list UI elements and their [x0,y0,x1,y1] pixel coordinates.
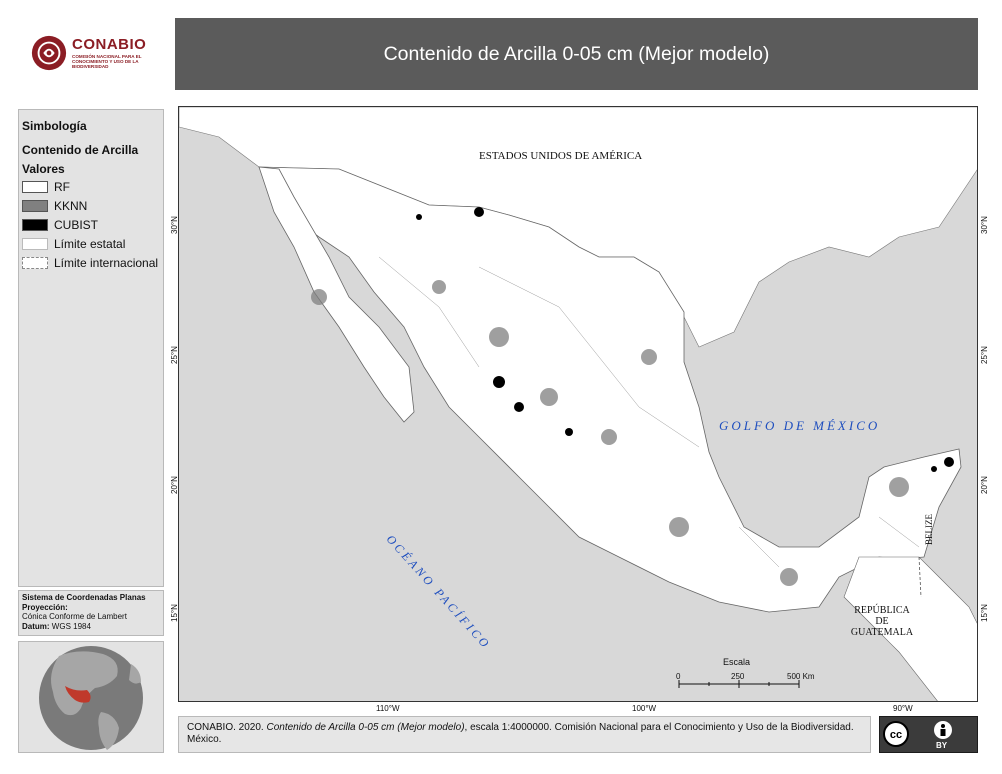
legend-panel: Simbología Contenido de Arcilla Valores … [18,109,164,587]
tick-left: 25°N [170,346,179,364]
guatemala-line-3: GUATEMALA [850,627,914,638]
guatemala-label: REPÚBLICA DE GUATEMALA [847,605,917,638]
legend-item-state-boundary: Límite estatal [22,236,125,252]
legend-item-rf: RF [22,179,70,195]
projection-value: Cónica Conforme de Lambert [22,612,127,621]
gulf-label: GOLFO DE MÉXICO [719,418,881,433]
cc-by-label: BY [936,741,948,750]
datum-value: WGS 1984 [51,621,91,631]
kknn-swatch [22,200,48,212]
rf-swatch [22,181,48,193]
conabio-emblem-icon [31,35,67,71]
cubist-areas [416,207,954,472]
map-frame: 120°W 110°W 100°W 90°W ESTADOS UNIDOS DE… [178,106,978,702]
logo-subtitle: COMISIÓN NACIONAL PARA EL CONOCIMIENTO Y… [72,54,142,70]
legend-item-cubist: CUBIST [22,217,98,233]
conabio-logo: CONABIO COMISIÓN NACIONAL PARA EL CONOCI… [18,18,166,90]
belize-border [918,556,922,598]
credit-title: Contenido de Arcilla 0-05 cm (Mejor mode… [266,722,465,733]
tick-bottom: 100°W [632,704,657,713]
tick-right: 30°N [980,216,989,234]
cubist-swatch [22,219,48,231]
svg-text:cc: cc [890,729,902,741]
legend-item-label: KKNN [54,199,88,213]
scale-bar [678,680,800,688]
credit-line-2: México. [187,734,222,745]
tick-left: 30°N [170,216,179,234]
scale-tick: 250 [731,672,745,681]
tick-right: 25°N [980,346,989,364]
map-title: Contenido de Arcilla 0-05 cm (Mejor mode… [383,43,770,65]
kknn-areas [311,280,909,586]
scale-title: Escala [723,657,751,667]
locator-globe-panel [18,641,164,753]
central-america [843,556,977,701]
credit-line-1: CONABIO. 2020. Contenido de Arcilla 0-05… [187,722,862,734]
legend-heading: Simbología [22,119,87,133]
tick-bottom: 90°W [893,704,913,713]
tick-bottom: 110°W [376,704,400,713]
credit-prefix: CONABIO. 2020. [187,722,264,733]
mexico-mainland [258,166,962,613]
datum-label: Datum: [22,621,50,631]
state-boundaries [378,256,920,568]
legend-item-label: Límite internacional [54,256,159,270]
credits-box: CONABIO. 2020. Contenido de Arcilla 0-05… [178,716,871,753]
legend-item-kknn: KKNN [22,198,87,214]
tick-right: 15°N [980,604,989,622]
state-boundary-swatch [22,238,48,250]
projection-title: Sistema de Coordenadas Planas [22,593,146,602]
legend-layer-title: Contenido de Arcilla [22,143,139,157]
guatemala-line-2: DE [875,616,889,627]
tick-left: 20°N [170,476,179,494]
legend-item-intl-boundary: Límite internacional [22,255,158,271]
scale-tick: 0 [676,672,681,681]
baja-california [258,166,415,423]
tick-right: 20°N [980,476,989,494]
belize-label: BELIZE [924,514,934,545]
legend-values-label: Valores [22,162,65,176]
title-bar: Contenido de Arcilla 0-05 cm (Mejor mode… [175,18,978,90]
mexico-map [179,107,977,701]
legend-item-label: Límite estatal [54,237,126,251]
projection-label: Proyección: [22,602,68,612]
scale-tick: 500 Km [787,672,815,681]
guatemala-line-1: REPÚBLICA [854,605,910,616]
usa-label: ESTADOS UNIDOS DE AMÉRICA [479,150,643,162]
credit-rest: , escala 1:4000000. Comisión Nacional pa… [464,722,854,733]
logo-wordmark: CONABIO [72,36,147,53]
creative-commons-badge: cc BY [879,716,978,753]
intl-boundary-swatch [22,257,48,269]
cc-by-icon: cc [883,721,952,747]
tick-left: 15°N [170,604,179,622]
projection-panel: Sistema de Coordenadas Planas Proyección… [18,590,164,636]
locator-globe [39,646,143,750]
legend-item-label: CUBIST [54,218,99,232]
legend-item-label: RF [54,180,70,194]
